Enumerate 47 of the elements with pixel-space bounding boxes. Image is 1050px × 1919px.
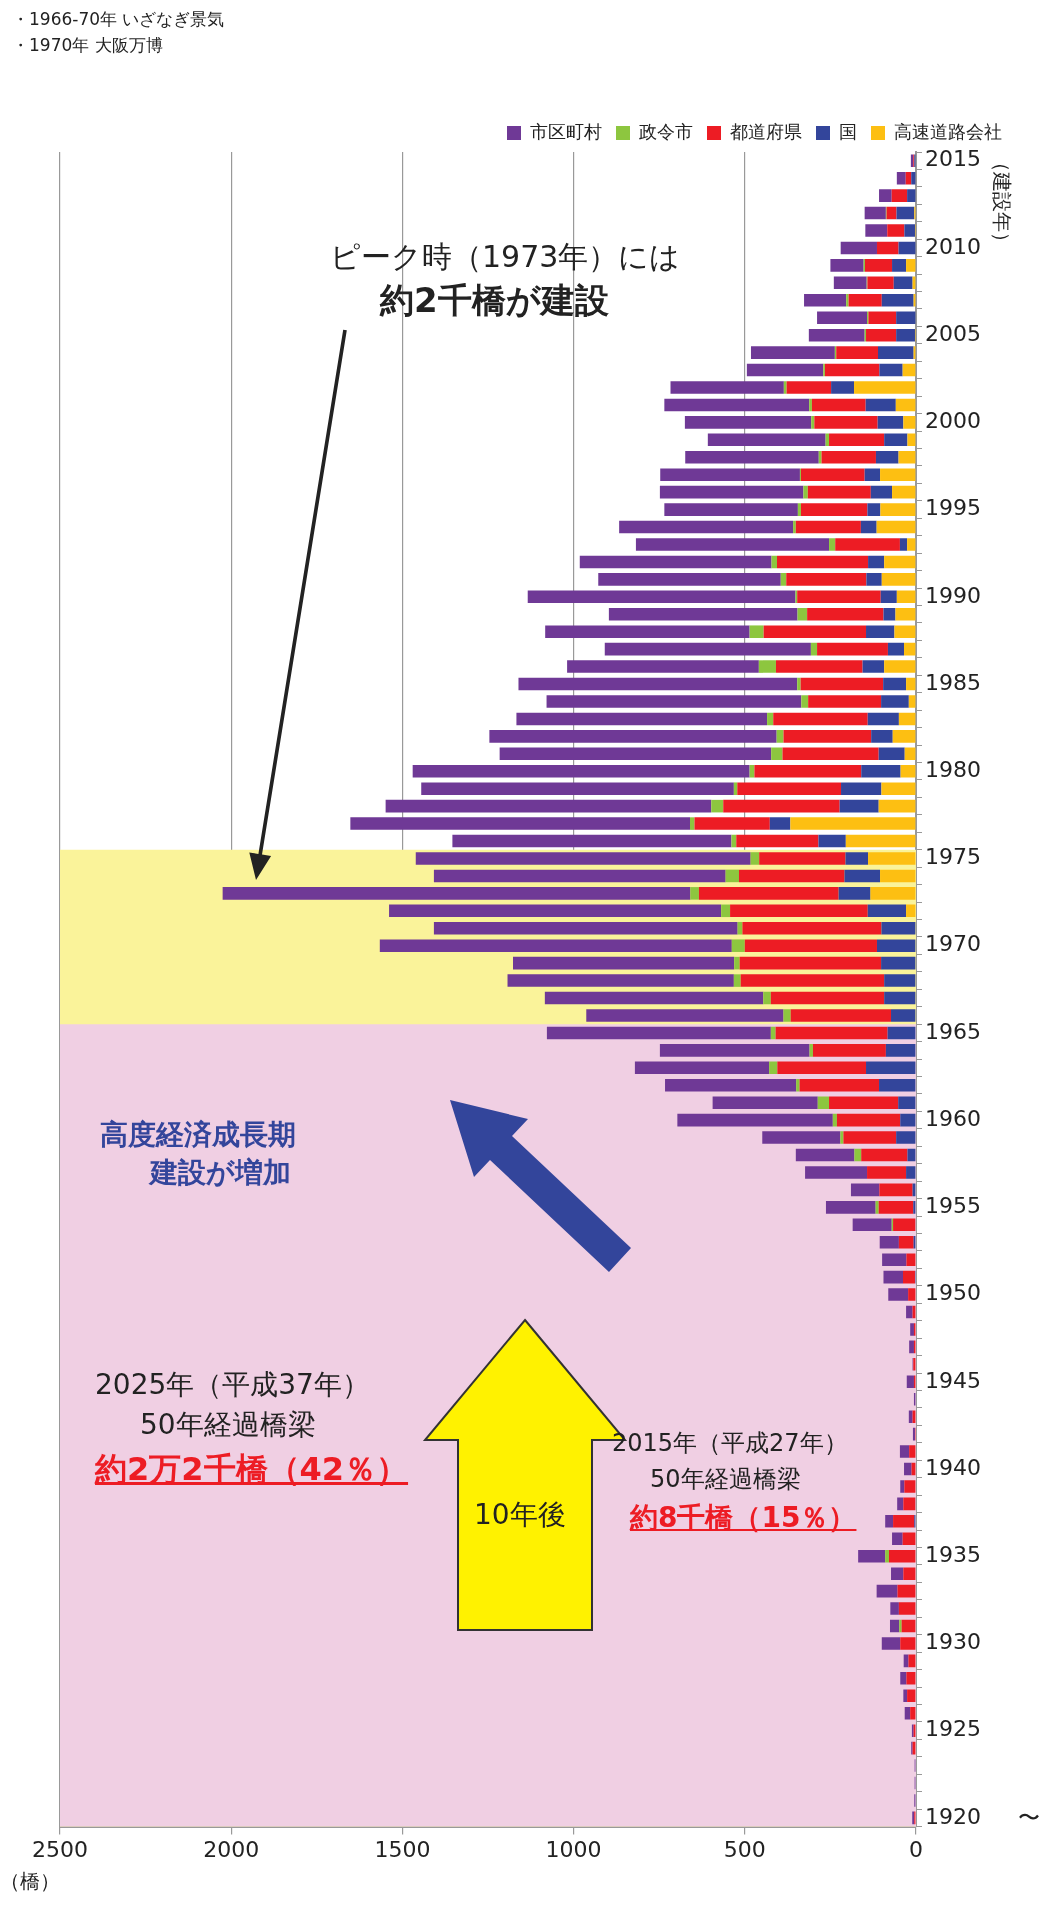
annotation: 約2千橋が建設 bbox=[380, 280, 609, 320]
y-tick-label: 1935 bbox=[925, 1541, 982, 1567]
annotation: 50年経過橋梁 bbox=[140, 1408, 316, 1441]
y-tick-label: 1945 bbox=[925, 1367, 982, 1393]
x-tick-label: 1500 bbox=[374, 1836, 431, 1862]
y-tick-label: 2010 bbox=[925, 233, 982, 259]
y-tick-label: 1930 bbox=[925, 1629, 982, 1655]
annotation: 高度経済成長期 bbox=[100, 1118, 296, 1151]
y-tick-label: 1940 bbox=[925, 1454, 982, 1480]
x-axis-title: （橋） bbox=[0, 1869, 60, 1894]
y-tick-label: 1965 bbox=[925, 1018, 982, 1044]
y-tick-label: 2000 bbox=[925, 408, 982, 434]
annotation: 建設が増加 bbox=[150, 1156, 291, 1189]
y-tick-label: 2015 bbox=[925, 146, 982, 172]
x-tick-label: 500 bbox=[723, 1836, 766, 1862]
legend-label: 国 bbox=[839, 120, 857, 142]
x-tick-label: 2500 bbox=[32, 1836, 88, 1862]
annotation: 2025年（平成37年） bbox=[95, 1368, 370, 1401]
x-tick-label: 2000 bbox=[203, 1836, 260, 1862]
annotation: 2015年（平成27年） bbox=[612, 1429, 848, 1457]
legend-label: 市区町村 bbox=[530, 120, 602, 142]
y-tick-label: 1955 bbox=[925, 1193, 982, 1219]
y-tick-label: 1995 bbox=[925, 495, 982, 521]
y-axis-title: （建設年） bbox=[989, 152, 1014, 252]
annotation: 約2万2千橋（42％） bbox=[95, 1450, 409, 1488]
text: 〜 bbox=[1018, 1805, 1040, 1831]
y-tick-label: 1920 bbox=[925, 1803, 982, 1829]
y-tick-label: 1985 bbox=[925, 669, 982, 695]
annotation: 50年経過橋梁 bbox=[650, 1465, 801, 1493]
annotation: 10年後 bbox=[474, 1498, 566, 1531]
y-tick-label: 1925 bbox=[925, 1716, 982, 1742]
y-tick-label: 1960 bbox=[925, 1105, 982, 1131]
y-tick-label: 1980 bbox=[925, 756, 982, 782]
y-tick-label: 1970 bbox=[925, 931, 982, 957]
annotation: ピーク時（1973年）には bbox=[330, 239, 681, 274]
legend-label: 政令市 bbox=[639, 120, 693, 142]
legend-label: 高速道路会社 bbox=[894, 120, 1002, 142]
annotation: 約8千橋（15％） bbox=[630, 1501, 857, 1534]
y-tick-label: 1990 bbox=[925, 582, 982, 608]
y-tick-label: 1975 bbox=[925, 844, 982, 870]
text: ・1970年 大阪万博 bbox=[12, 35, 163, 55]
y-tick-label: 1950 bbox=[925, 1280, 982, 1306]
x-tick-label: 0 bbox=[909, 1836, 924, 1862]
text: ・1966-70年 いざなぎ景気 bbox=[12, 9, 225, 29]
x-tick-label: 1000 bbox=[545, 1836, 602, 1862]
legend-label: 都道府県 bbox=[730, 120, 802, 142]
y-tick-label: 2005 bbox=[925, 320, 982, 346]
